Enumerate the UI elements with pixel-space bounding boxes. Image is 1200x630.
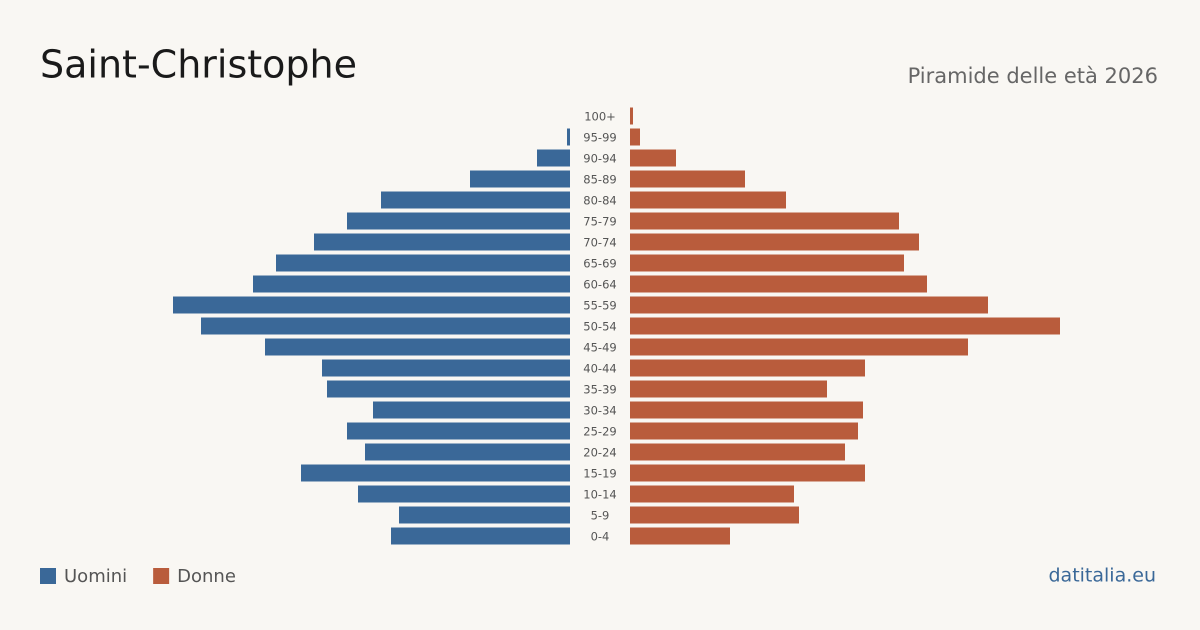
age-label: 95-99 — [583, 131, 616, 145]
bar — [630, 401, 863, 419]
bar — [630, 443, 845, 461]
bar — [630, 212, 899, 230]
age-label: 35-39 — [583, 383, 616, 397]
bar — [347, 212, 570, 230]
age-label: 25-29 — [583, 425, 616, 439]
bar — [537, 149, 570, 167]
bar — [630, 149, 676, 167]
bar — [365, 443, 570, 461]
bar — [327, 380, 570, 398]
bar — [173, 296, 570, 314]
age-label: 50-54 — [583, 320, 616, 334]
age-label: 75-79 — [583, 215, 616, 229]
age-label: 70-74 — [583, 236, 616, 250]
age-label: 65-69 — [583, 257, 616, 271]
bar — [630, 128, 640, 146]
legend-label: Uomini — [64, 566, 127, 587]
legend-swatch — [40, 568, 56, 584]
bar — [201, 317, 570, 335]
bar — [276, 254, 570, 272]
bar — [322, 359, 570, 377]
age-label: 30-34 — [583, 404, 616, 418]
bar — [630, 254, 904, 272]
age-label: 15-19 — [583, 467, 616, 481]
bar — [399, 506, 570, 524]
bar — [630, 380, 827, 398]
bar — [630, 506, 799, 524]
bar — [567, 128, 570, 146]
bar — [358, 485, 570, 503]
bar — [630, 527, 730, 545]
source[interactable]: datitalia.eu — [1049, 565, 1157, 587]
bar — [265, 338, 570, 356]
bar — [630, 170, 745, 188]
bar — [630, 107, 633, 125]
age-label: 55-59 — [583, 299, 616, 313]
bar — [630, 422, 858, 440]
bar — [630, 485, 794, 503]
age-label: 20-24 — [583, 446, 616, 460]
age-label: 60-64 — [583, 278, 616, 292]
bar — [630, 275, 927, 293]
age-label: 40-44 — [583, 362, 616, 376]
bar — [381, 191, 570, 209]
bar — [301, 464, 570, 482]
age-label: 45-49 — [583, 341, 616, 355]
bar — [373, 401, 570, 419]
age-label: 90-94 — [583, 152, 616, 166]
age-label: 5-9 — [591, 509, 610, 523]
bar — [630, 233, 919, 251]
legend-label: Donne — [177, 566, 236, 587]
age-label: 80-84 — [583, 194, 616, 208]
bar — [253, 275, 570, 293]
bar — [347, 422, 570, 440]
bar — [630, 464, 865, 482]
bar — [470, 170, 570, 188]
age-label: 10-14 — [583, 488, 616, 502]
bar — [314, 233, 570, 251]
age-label: 100+ — [584, 110, 616, 124]
bar — [630, 338, 968, 356]
bar — [630, 296, 988, 314]
bar — [391, 527, 570, 545]
chart-subtitle: Piramide delle età 2026 — [908, 64, 1158, 88]
bar — [630, 359, 865, 377]
age-label: 0-4 — [591, 530, 610, 544]
bar — [630, 317, 1060, 335]
legend-swatch — [153, 568, 170, 584]
bar — [630, 191, 786, 209]
age-label: 85-89 — [583, 173, 616, 187]
chart-title: Saint-Christophe — [40, 43, 357, 87]
